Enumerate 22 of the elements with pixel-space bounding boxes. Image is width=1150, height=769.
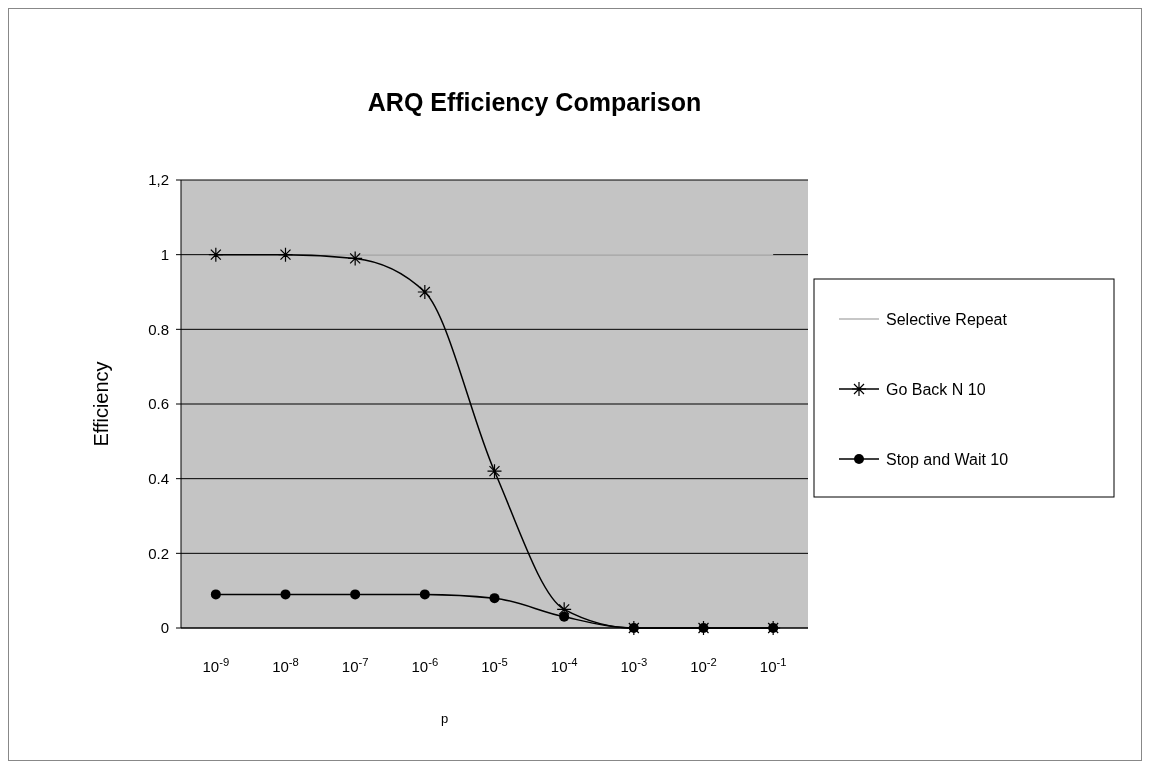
x-axis-title: p <box>440 711 449 726</box>
x-tick-label: 10$^{-4}$ <box>550 656 578 675</box>
x-tick-label: 10$^{-1}$ <box>759 656 787 675</box>
x-tick-label: 10$^{-5}$ <box>481 656 508 675</box>
y-tick-label: 0.6 <box>148 395 169 413</box>
x-tick-label: 10$^{-6}$ <box>411 656 439 675</box>
x-tick-label: 10$^{-9}$ <box>202 656 230 675</box>
y-tick-label: 0 <box>160 619 169 637</box>
y-tick-label: 0.4 <box>148 469 169 487</box>
legend-label: Stop and Wait 10 <box>886 450 1009 468</box>
y-axis-title: Efficiency <box>90 361 112 447</box>
x-tick-label: 10$^{-3}$ <box>620 656 648 675</box>
y-tick-label: 0.8 <box>148 320 169 338</box>
chart-title: ARQ Efficiency Comparison <box>367 88 702 116</box>
legend-label: Selective Repeat <box>886 310 1008 328</box>
x-tick-label: 10$^{-8}$ <box>272 656 299 675</box>
y-tick-label: 1 <box>160 245 169 263</box>
y-tick-label: 1,2 <box>148 171 169 189</box>
x-tick-label: 10$^{-7}$ <box>341 656 369 675</box>
x-tick-label: 10$^{-2}$ <box>690 656 717 675</box>
y-tick-label: 0.2 <box>148 544 169 562</box>
legend-label: Go Back N 10 <box>886 380 986 398</box>
